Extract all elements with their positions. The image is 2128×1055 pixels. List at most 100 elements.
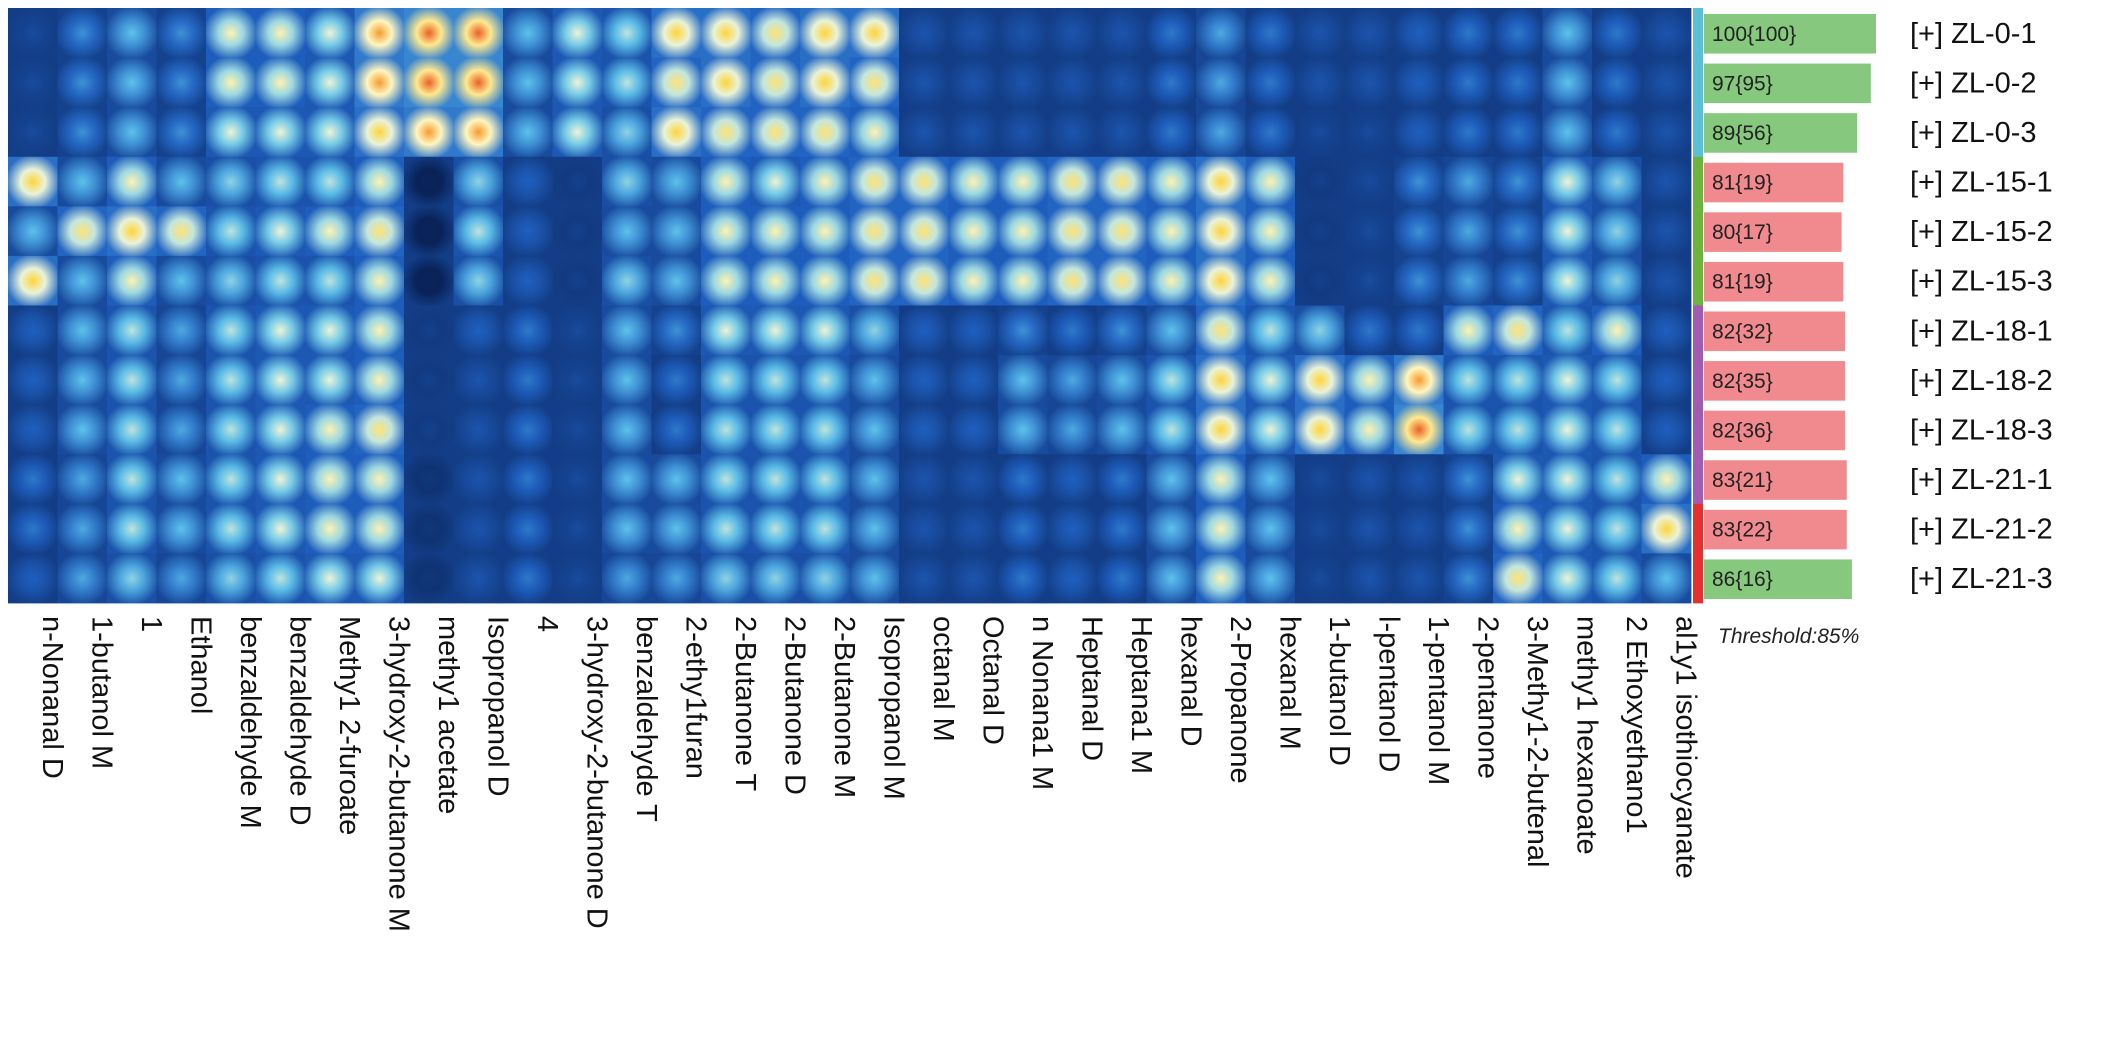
- group-marker-ZL-21-2: [1693, 503, 1703, 554]
- heatmap-cell-ZL-0-3-17: [800, 107, 850, 158]
- heatmap-cell-ZL-21-3-30: [1443, 553, 1494, 604]
- heatmap-cell-ZL-21-1-33: [1592, 454, 1642, 505]
- heatmap-cell-ZL-15-3-27: [1295, 255, 1345, 306]
- heatmap-cell-ZL-0-3-34: [1641, 107, 1692, 158]
- heatmap-cell-ZL-0-1-29: [1394, 8, 1444, 58]
- heatmap-cell-ZL-0-3-18: [849, 107, 900, 158]
- column-label-22: Heptanal D: [1075, 616, 1107, 761]
- heatmap-cell-ZL-18-3-27: [1295, 404, 1345, 455]
- heatmap-cell-ZL-21-3-16: [750, 553, 801, 604]
- heatmap-cell-ZL-0-1-30: [1443, 8, 1494, 58]
- heatmap-cell-ZL-0-1-15: [701, 8, 751, 58]
- heatmap-cell-ZL-15-2-6: [255, 206, 306, 257]
- heatmap-cell-ZL-15-2-11: [503, 206, 553, 257]
- heatmap-cell-ZL-18-3-31: [1493, 404, 1543, 455]
- column-label-18: Isopropanol M: [877, 616, 909, 800]
- heatmap-cell-ZL-18-2-12: [552, 355, 603, 406]
- row-label-ZL-15-1[interactable]: [+] ZL-15-1: [1910, 167, 2053, 199]
- heatmap-cell-ZL-0-2-22: [1047, 57, 1098, 108]
- heatmap-cell-ZL-15-3-9: [404, 255, 454, 306]
- heatmap-cell-ZL-15-1-7: [305, 156, 355, 207]
- heatmap-cell-ZL-0-1-13: [602, 8, 652, 58]
- heatmap-cell-ZL-21-1-8: [354, 454, 405, 505]
- heatmap-cell-ZL-21-1-18: [849, 454, 900, 505]
- heatmap-cell-ZL-18-2-29: [1394, 355, 1444, 406]
- row-label-ZL-21-3[interactable]: [+] ZL-21-3: [1910, 563, 2053, 595]
- heatmap-cell-ZL-18-3-3: [107, 404, 157, 455]
- row-label-ZL-0-2[interactable]: [+] ZL-0-2: [1910, 67, 2037, 99]
- heatmap-cell-ZL-18-3-28: [1344, 404, 1395, 455]
- group-marker-ZL-21-1: [1693, 454, 1703, 505]
- heatmap-cell-ZL-0-3-8: [354, 107, 405, 158]
- heatmap-cell-ZL-0-3-20: [948, 107, 999, 158]
- heatmap-cell-ZL-15-3-5: [206, 255, 256, 306]
- row-label-ZL-15-3[interactable]: [+] ZL-15-3: [1910, 266, 2053, 298]
- heatmap-cell-ZL-15-2-8: [354, 206, 405, 257]
- heatmap-cell-ZL-18-3-24: [1146, 404, 1197, 455]
- row-label-ZL-0-3[interactable]: [+] ZL-0-3: [1910, 117, 2037, 149]
- heatmap-cell-ZL-21-2-16: [750, 503, 801, 554]
- column-labels: n-Nonanal D 1-butanol M 1 Ethanol benzaldehy…: [36, 616, 1702, 932]
- heatmap-cell-ZL-0-1-28: [1344, 8, 1395, 58]
- row-label-ZL-18-2[interactable]: [+] ZL-18-2: [1910, 365, 2053, 397]
- heatmap-cell-ZL-21-3-19: [899, 553, 949, 604]
- heatmap-cell-ZL-0-3-9: [404, 107, 454, 158]
- group-marker-ZL-21-3: [1693, 553, 1703, 604]
- heatmap-cell-ZL-21-2-31: [1493, 503, 1543, 554]
- row-label-ZL-18-3[interactable]: [+] ZL-18-3: [1910, 414, 2053, 446]
- heatmap-cell-ZL-15-1-25: [1196, 156, 1246, 207]
- column-label-33: 2 Ethoxyethano1: [1620, 616, 1652, 834]
- row-label-ZL-0-1[interactable]: [+] ZL-0-1: [1910, 18, 2037, 50]
- heatmap-cell-ZL-0-3-7: [305, 107, 355, 158]
- heatmap-cell-ZL-21-2-4: [156, 503, 207, 554]
- heatmap-cell-ZL-15-3-16: [750, 255, 801, 306]
- column-label-34: al1y1 isothiocyanate: [1669, 616, 1701, 879]
- heatmap-cell-ZL-0-1-23: [1097, 8, 1147, 58]
- heatmap-cell-ZL-21-2-19: [899, 503, 949, 554]
- heatmap-cell-ZL-21-1-6: [255, 454, 306, 505]
- heatmap-cell-ZL-18-1-9: [404, 305, 454, 356]
- heatmap-cell-ZL-21-1-30: [1443, 454, 1494, 505]
- heatmap-cell-ZL-0-3-23: [1097, 107, 1147, 158]
- heatmap-cell-ZL-15-3-25: [1196, 255, 1246, 306]
- heatmap-cell-ZL-18-2-26: [1245, 355, 1296, 406]
- heatmap-cell-ZL-21-1-14: [651, 454, 702, 505]
- heatmap-cell-ZL-15-2-19: [899, 206, 949, 257]
- similarity-bar-ZL-15-2: [1704, 212, 1842, 252]
- heatmap-cell-ZL-18-2-19: [899, 355, 949, 406]
- heatmap-cell-ZL-0-3-26: [1245, 107, 1296, 158]
- heatmap-cell-ZL-0-1-7: [305, 8, 355, 58]
- row-label-ZL-21-1[interactable]: [+] ZL-21-1: [1910, 464, 2053, 496]
- heatmap-cell-ZL-15-1-31: [1493, 156, 1543, 207]
- heatmap-cell-ZL-18-3-4: [156, 404, 207, 455]
- row-label-ZL-18-1[interactable]: [+] ZL-18-1: [1910, 315, 2053, 347]
- heatmap-cell-ZL-15-2-24: [1146, 206, 1197, 257]
- heatmap-cell-ZL-18-3-18: [849, 404, 900, 455]
- heatmap-cell-ZL-0-3-13: [602, 107, 652, 158]
- heatmap-cell-ZL-21-1-24: [1146, 454, 1197, 505]
- heatmap-cell-ZL-18-1-10: [453, 305, 504, 356]
- heatmap-cell-ZL-21-2-29: [1394, 503, 1444, 554]
- heatmap-cell-ZL-0-2-25: [1196, 57, 1246, 108]
- heatmap-cell-ZL-0-2-20: [948, 57, 999, 108]
- heatmap-cell-ZL-0-1-1: [8, 8, 58, 58]
- heatmap-cell-ZL-21-3-6: [255, 553, 306, 604]
- heatmap-cell-ZL-0-1-16: [750, 8, 801, 58]
- heatmap-cell-ZL-15-3-2: [57, 255, 108, 306]
- heatmap-cell-ZL-18-2-17: [800, 355, 850, 406]
- row-label-ZL-21-2[interactable]: [+] ZL-21-2: [1910, 514, 2053, 546]
- heatmap-cell-ZL-18-2-34: [1641, 355, 1692, 406]
- heatmap-cell-ZL-18-1-4: [156, 305, 207, 356]
- column-label-19: octanal M: [927, 616, 959, 742]
- heatmap-cell-ZL-18-1-33: [1592, 305, 1642, 356]
- heatmap-cell-ZL-0-3-30: [1443, 107, 1494, 158]
- row-label-ZL-15-2[interactable]: [+] ZL-15-2: [1910, 216, 2053, 248]
- heatmap-cell-ZL-0-3-6: [255, 107, 306, 158]
- group-marker-ZL-15-3: [1693, 255, 1703, 306]
- column-label-24: hexanal D: [1174, 616, 1206, 747]
- heatmap-cell-ZL-21-1-7: [305, 454, 355, 505]
- heatmap-cell-ZL-21-1-9: [404, 454, 454, 505]
- heatmap-cell-ZL-21-1-28: [1344, 454, 1395, 505]
- heatmap-cell-ZL-18-2-20: [948, 355, 999, 406]
- heatmap-cell-ZL-0-3-27: [1295, 107, 1345, 158]
